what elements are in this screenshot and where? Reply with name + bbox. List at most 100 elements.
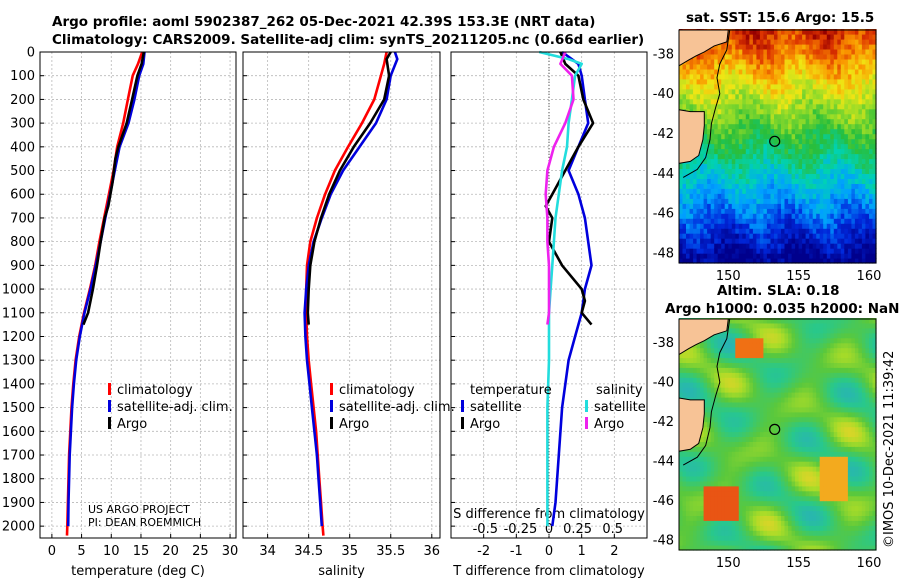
map-cell: [752, 401, 757, 408]
map-cell: [847, 39, 852, 45]
map-cell: [710, 515, 715, 521]
map-cell: [724, 451, 729, 457]
map-cell: [749, 243, 754, 249]
map-cell: [816, 123, 821, 130]
map-cell: [749, 208, 754, 214]
map-cell: [770, 213, 775, 219]
map-cell: [830, 78, 835, 85]
map-cell: [812, 421, 817, 428]
map-cell: [696, 500, 701, 507]
map-cell: [784, 68, 789, 75]
map-cell: [802, 123, 807, 130]
map-cell: [791, 138, 796, 145]
map-cell: [816, 208, 821, 214]
map-cell: [686, 490, 691, 497]
map-cell: [721, 382, 726, 388]
map-cell: [710, 480, 715, 487]
map-cell: [872, 103, 877, 110]
map-cell: [847, 43, 852, 50]
map-cell: [798, 476, 803, 482]
map-cell: [784, 495, 789, 502]
map-cell: [774, 218, 779, 224]
map-cell: [844, 93, 849, 100]
map-cell: [696, 515, 701, 521]
map-cell: [791, 198, 796, 204]
map-cell: [770, 520, 775, 526]
map-cell: [731, 53, 736, 60]
map-cell: [724, 342, 729, 349]
map-cell: [847, 183, 852, 189]
map-cell: [795, 411, 800, 418]
map-cell: [717, 183, 722, 189]
map-cell: [710, 158, 715, 164]
map-cell: [805, 347, 810, 354]
map-cell: [798, 223, 803, 229]
map-cell: [710, 73, 715, 80]
map-cell: [795, 68, 800, 75]
map-cell: [752, 411, 757, 418]
map-cell: [756, 73, 761, 80]
map-cell: [724, 123, 729, 130]
map-cell: [847, 98, 852, 105]
map-cell: [770, 476, 775, 482]
map-cell: [707, 88, 712, 95]
map-cell: [858, 253, 863, 259]
map-cell: [682, 367, 687, 373]
map-cell: [826, 510, 831, 516]
map-cell: [714, 505, 719, 512]
map-cell: [728, 540, 733, 546]
map-cell: [700, 490, 705, 497]
map-cell: [791, 397, 796, 403]
map-cell: [766, 113, 771, 120]
map-cell: [784, 148, 789, 155]
map-cell: [791, 480, 796, 487]
map-cell: [830, 248, 835, 254]
x2tick-label: -0.25: [504, 522, 538, 537]
map-cell: [798, 520, 803, 526]
map-cell: [844, 238, 849, 244]
map-cell: [682, 510, 687, 516]
map-cell: [805, 88, 810, 95]
map-cell: [714, 53, 719, 60]
map-cell: [816, 203, 821, 209]
map-cell: [714, 461, 719, 467]
map-cell: [798, 233, 803, 239]
map-cell: [693, 367, 698, 373]
map-cell: [798, 218, 803, 224]
map-cell: [766, 93, 771, 100]
map-cell: [809, 203, 814, 209]
map-cell: [830, 397, 835, 403]
map-cell: [724, 431, 729, 437]
map-cell: [805, 253, 810, 259]
map-cell: [686, 98, 691, 105]
map-cell: [781, 530, 786, 536]
map-cell: [686, 173, 691, 179]
map-cell: [781, 243, 786, 249]
map-cell: [731, 188, 736, 194]
map-cell: [858, 228, 863, 234]
map-cell: [682, 545, 687, 551]
map-cell: [724, 426, 729, 433]
map-cell: [714, 233, 719, 239]
map-cell: [837, 163, 842, 169]
map-cell: [809, 143, 814, 150]
map-cell: [795, 108, 800, 115]
map-cell: [759, 183, 764, 189]
map-cell: [844, 34, 849, 40]
map-cell: [752, 426, 757, 433]
map-cell: [795, 451, 800, 457]
map-cell: [714, 485, 719, 492]
map-cell: [830, 352, 835, 359]
map-cell: [805, 128, 810, 135]
map-cell: [770, 98, 775, 105]
map-cell: [833, 58, 838, 65]
map-cell: [717, 387, 722, 393]
map-cell: [752, 406, 757, 413]
map-cell: [756, 68, 761, 75]
map-cell: [721, 337, 726, 344]
map-cell: [798, 213, 803, 219]
map-cell: [728, 471, 733, 477]
map-cell: [731, 397, 736, 403]
map-cell: [837, 113, 842, 120]
map-cell: [830, 243, 835, 249]
